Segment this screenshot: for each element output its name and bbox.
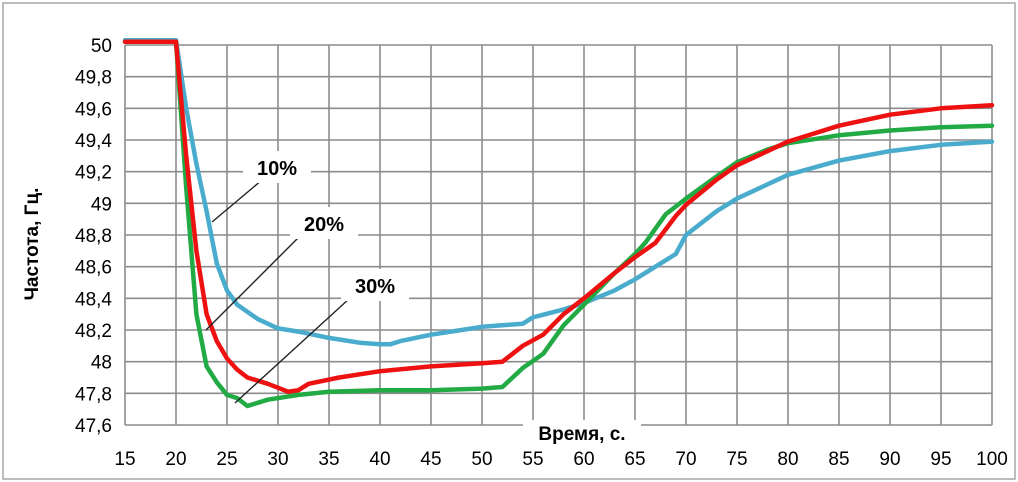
x-tick-label: 50 xyxy=(471,449,492,470)
y-tick-label: 49,4 xyxy=(75,131,112,152)
x-tick-label: 90 xyxy=(879,449,900,470)
callout-labels: 10% 20% 30% xyxy=(243,151,409,301)
gridlines xyxy=(124,44,993,426)
x-tick-label: 35 xyxy=(318,449,339,470)
x-tick-label: 65 xyxy=(624,449,645,470)
y-tick-label: 49 xyxy=(91,194,112,215)
series-line-10pct xyxy=(122,37,995,347)
callout-leader xyxy=(211,179,263,223)
series-layer xyxy=(122,37,995,409)
y-axis-title: Частота, Гц. xyxy=(22,188,43,301)
callout-label-20pct: 20% xyxy=(304,214,344,236)
callout-label-30pct: 30% xyxy=(355,276,395,298)
callout-leader xyxy=(205,235,301,331)
x-tick-label: 20 xyxy=(165,449,186,470)
y-tick-label: 49,6 xyxy=(75,99,112,120)
y-tick-labels: 47,6 47,8 48 48,2 48,4 48,6 48,8 49 49,2 49,4 49,6… xyxy=(75,36,112,437)
x-tick-label: 45 xyxy=(420,449,441,470)
x-axis-title-bg xyxy=(523,420,641,446)
x-tick-label: 60 xyxy=(573,449,594,470)
callout-bg xyxy=(341,269,409,301)
callout-label-10pct: 10% xyxy=(257,158,297,180)
x-tick-label: 80 xyxy=(777,449,798,470)
y-tick-label: 50 xyxy=(91,36,112,57)
callout-leader xyxy=(234,297,351,404)
x-tick-label: 75 xyxy=(726,449,747,470)
y-tick-label: 48 xyxy=(91,353,112,374)
axis-titles: Время, с. Частота, Гц. xyxy=(22,188,641,446)
y-tick-label: 48,8 xyxy=(75,226,112,247)
x-tick-label: 25 xyxy=(216,449,237,470)
y-tick-label: 47,8 xyxy=(75,384,112,405)
series-line-20pct xyxy=(122,39,995,394)
callout-leader-lines xyxy=(205,179,351,404)
y-tick-label: 48,2 xyxy=(75,321,112,342)
x-tick-label: 40 xyxy=(369,449,390,470)
callout-bg xyxy=(290,207,358,239)
y-tick-label: 47,6 xyxy=(75,416,112,437)
callout-bg xyxy=(243,151,311,183)
x-tick-label: 85 xyxy=(828,449,849,470)
y-tick-label: 48,6 xyxy=(75,258,112,279)
y-tick-label: 49,8 xyxy=(75,68,112,89)
x-tick-label: 70 xyxy=(675,449,696,470)
x-axis-title: Время, с. xyxy=(538,424,625,445)
x-tick-labels: 15 20 25 30 35 40 45 50 55 60 65 70 75 80 85 90 95 100 xyxy=(114,449,1007,470)
y-tick-label: 48,4 xyxy=(75,289,112,310)
x-tick-label: 30 xyxy=(267,449,288,470)
x-tick-label: 55 xyxy=(522,449,543,470)
y-tick-label: 49,2 xyxy=(75,163,112,184)
x-tick-label: 15 xyxy=(114,449,135,470)
x-tick-label: 100 xyxy=(976,449,1008,470)
x-tick-label: 95 xyxy=(930,449,951,470)
